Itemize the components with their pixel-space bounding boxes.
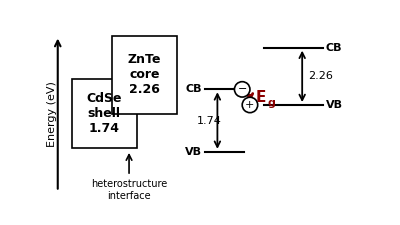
Text: ZnTe
core
2.26: ZnTe core 2.26	[128, 53, 161, 96]
Text: 2.26: 2.26	[308, 71, 333, 81]
Text: heterostructure
interface: heterostructure interface	[91, 180, 167, 201]
Text: Energy (eV): Energy (eV)	[48, 81, 58, 146]
Text: CB: CB	[186, 84, 202, 94]
Ellipse shape	[242, 97, 258, 113]
Bar	[72, 79, 137, 148]
Text: CB: CB	[326, 43, 342, 53]
Text: $\mathbf{E}$: $\mathbf{E}$	[255, 89, 266, 105]
Text: VB: VB	[185, 147, 202, 157]
Bar	[112, 36, 177, 114]
Text: $\mathbf{g}$: $\mathbf{g}$	[267, 98, 276, 110]
Text: +: +	[245, 100, 255, 110]
Text: VB: VB	[326, 100, 343, 110]
Text: −: −	[238, 84, 247, 94]
Text: CdSe
shell
1.74: CdSe shell 1.74	[86, 92, 122, 135]
Text: 1.74: 1.74	[197, 116, 222, 126]
Ellipse shape	[234, 82, 250, 97]
